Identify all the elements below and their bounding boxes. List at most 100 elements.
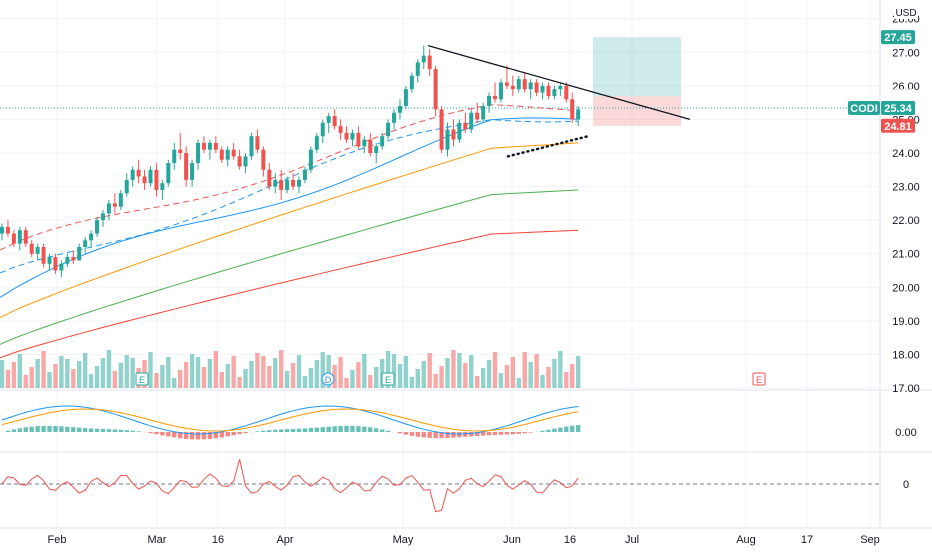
event-marker-label: E [756, 375, 762, 385]
volume-bar [350, 370, 354, 388]
volume-bar [517, 378, 521, 388]
candle-body [24, 230, 28, 243]
macd-histogram-bar [95, 429, 99, 432]
macd-histogram-bar [344, 426, 348, 432]
macd-histogram-bar [398, 432, 402, 433]
y-tick-label: 21.00 [892, 249, 920, 261]
volume-bar [481, 368, 485, 388]
macd-histogram-bar [511, 432, 515, 434]
macd-histogram-bar [315, 428, 319, 432]
macd-histogram-bar [130, 431, 134, 432]
y-tick-label: 23.00 [892, 182, 920, 194]
volume-bar [261, 356, 265, 388]
candle-body [95, 220, 99, 233]
candle-body [184, 153, 188, 180]
macd-histogram-bar [404, 432, 408, 435]
macd-histogram-bar [463, 432, 467, 437]
candle-body [137, 170, 141, 177]
candle-body [42, 247, 46, 264]
macd-histogram-bar [35, 426, 39, 432]
candle-body [226, 150, 230, 160]
candle-body [238, 156, 242, 166]
volume-bar [463, 363, 467, 388]
candle-body [18, 230, 22, 243]
volume-bar [208, 359, 212, 388]
y-tick-label: 19.00 [892, 316, 920, 328]
candle-body [255, 136, 259, 149]
volume-bar [95, 366, 99, 388]
volume-bar [89, 374, 93, 388]
candle-body [48, 257, 52, 264]
macd-histogram-bar [356, 426, 360, 432]
candle-body [529, 83, 533, 90]
macd-histogram-bar [523, 432, 527, 433]
macd-histogram-bar [338, 426, 342, 432]
candles [0, 46, 580, 278]
candle-body [410, 76, 414, 89]
macd-histogram-bar [237, 432, 241, 434]
macd-histogram-bar [71, 427, 75, 432]
candle-body [416, 62, 420, 75]
candle-body [315, 136, 319, 149]
candle-body [422, 56, 426, 63]
macd-histogram-bar [427, 432, 431, 438]
macd-histogram-bar [255, 431, 259, 432]
macd-histogram-bar [267, 430, 271, 432]
macd-histogram-bar [24, 427, 28, 432]
volume-bar [433, 374, 437, 388]
candle-body [546, 86, 550, 96]
candle-body [511, 86, 515, 89]
macd-histogram-bar [309, 428, 313, 432]
candle-body [481, 106, 485, 119]
y-tick-label: 17.00 [892, 383, 920, 395]
macd-histogram-bar [493, 432, 497, 435]
macd-histogram-bar [226, 432, 230, 436]
candle-body [12, 234, 16, 244]
macd-histogram-bar [433, 432, 437, 438]
volume-bar [564, 372, 568, 388]
volume-bar [113, 371, 117, 388]
volume-bar [107, 350, 111, 388]
candle-body [172, 150, 176, 163]
candle-body [30, 244, 34, 254]
volume-bar [172, 378, 176, 388]
volume-bar [493, 352, 497, 388]
macd-histogram-bar [59, 426, 63, 432]
candle-body [249, 136, 253, 156]
macd-histogram-bar [30, 427, 34, 432]
candle-body [475, 113, 479, 120]
volume-bar [528, 362, 532, 388]
x-tick-label: 16 [212, 534, 224, 546]
x-tick-label: Aug [736, 534, 756, 546]
candle-body [143, 177, 147, 184]
macd-histogram-bar [327, 427, 331, 432]
volume-bar [338, 357, 342, 388]
profit-zone [593, 37, 681, 96]
macd-histogram-bar [47, 426, 51, 432]
candle-body [273, 180, 277, 187]
candle-body [131, 170, 135, 180]
x-tick-label: 17 [801, 534, 813, 546]
candle-body [487, 96, 491, 106]
candle-body [178, 150, 182, 153]
candle-body [113, 203, 117, 206]
macd-histogram-bar [528, 432, 532, 433]
candle-body [196, 143, 200, 163]
macd-histogram-bar [53, 426, 57, 432]
macd-histogram-bar [77, 428, 81, 432]
candle-body [149, 170, 153, 183]
x-tick-label: May [393, 534, 414, 546]
x-tick-label: Mar [148, 534, 167, 546]
x-tick-label: Feb [48, 534, 67, 546]
volume-bar [416, 369, 420, 388]
candle-body [333, 116, 337, 126]
macd-histogram-bar [160, 432, 164, 435]
y-tick-label: 27.00 [892, 47, 920, 59]
volume-bar [374, 367, 378, 388]
macd-zero-label: 0.00 [895, 427, 916, 439]
volume-bar [398, 364, 402, 388]
event-marker-label: E [385, 375, 391, 385]
event-marker: E [382, 373, 394, 385]
candle-body [380, 136, 384, 146]
